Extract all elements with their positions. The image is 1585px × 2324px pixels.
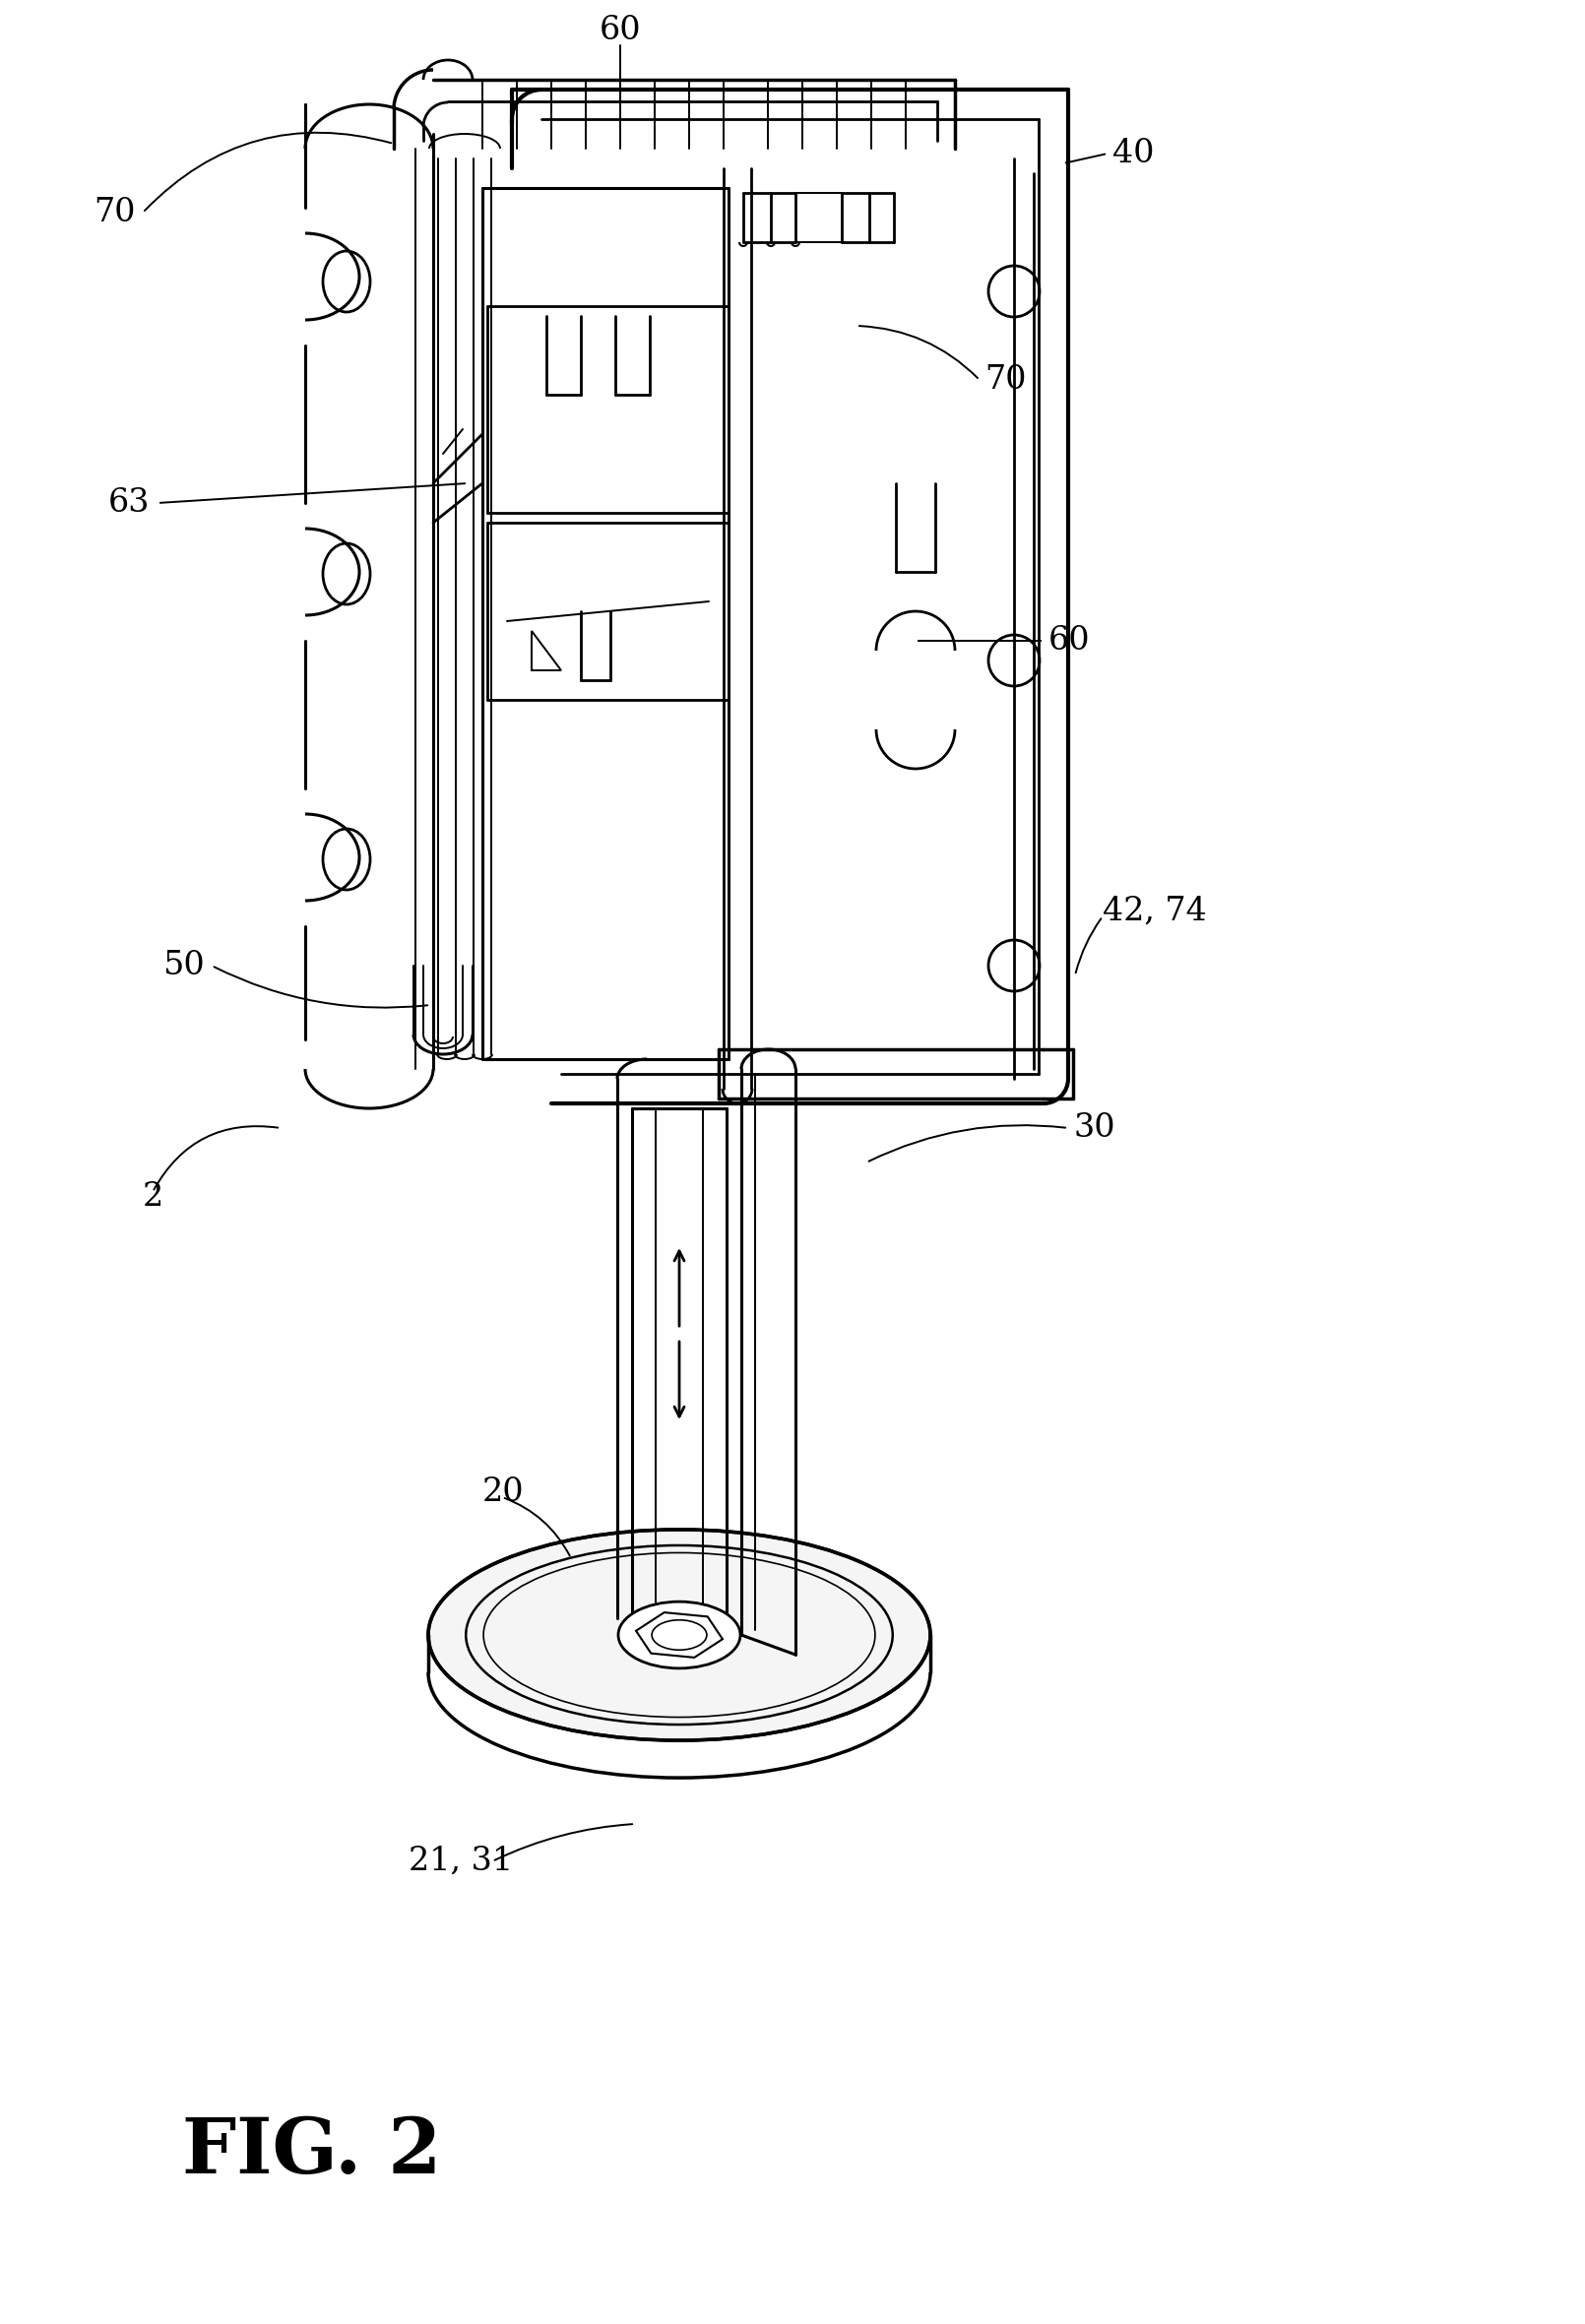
Text: 42, 74: 42, 74 bbox=[1103, 895, 1206, 927]
Text: 21, 31: 21, 31 bbox=[409, 1845, 514, 1878]
Text: 40: 40 bbox=[1113, 137, 1154, 170]
Text: FIG. 2: FIG. 2 bbox=[182, 2115, 441, 2189]
Polygon shape bbox=[636, 1613, 723, 1657]
Text: 70: 70 bbox=[984, 365, 1027, 395]
Text: 2: 2 bbox=[143, 1181, 163, 1213]
Text: 60: 60 bbox=[1048, 625, 1090, 658]
Text: 30: 30 bbox=[1073, 1113, 1114, 1143]
Ellipse shape bbox=[428, 1529, 930, 1741]
Text: 50: 50 bbox=[162, 951, 204, 981]
Text: 70: 70 bbox=[94, 198, 135, 228]
Ellipse shape bbox=[618, 1601, 740, 1669]
Text: 63: 63 bbox=[108, 488, 151, 518]
Text: 60: 60 bbox=[599, 14, 642, 46]
Text: 20: 20 bbox=[482, 1476, 525, 1508]
